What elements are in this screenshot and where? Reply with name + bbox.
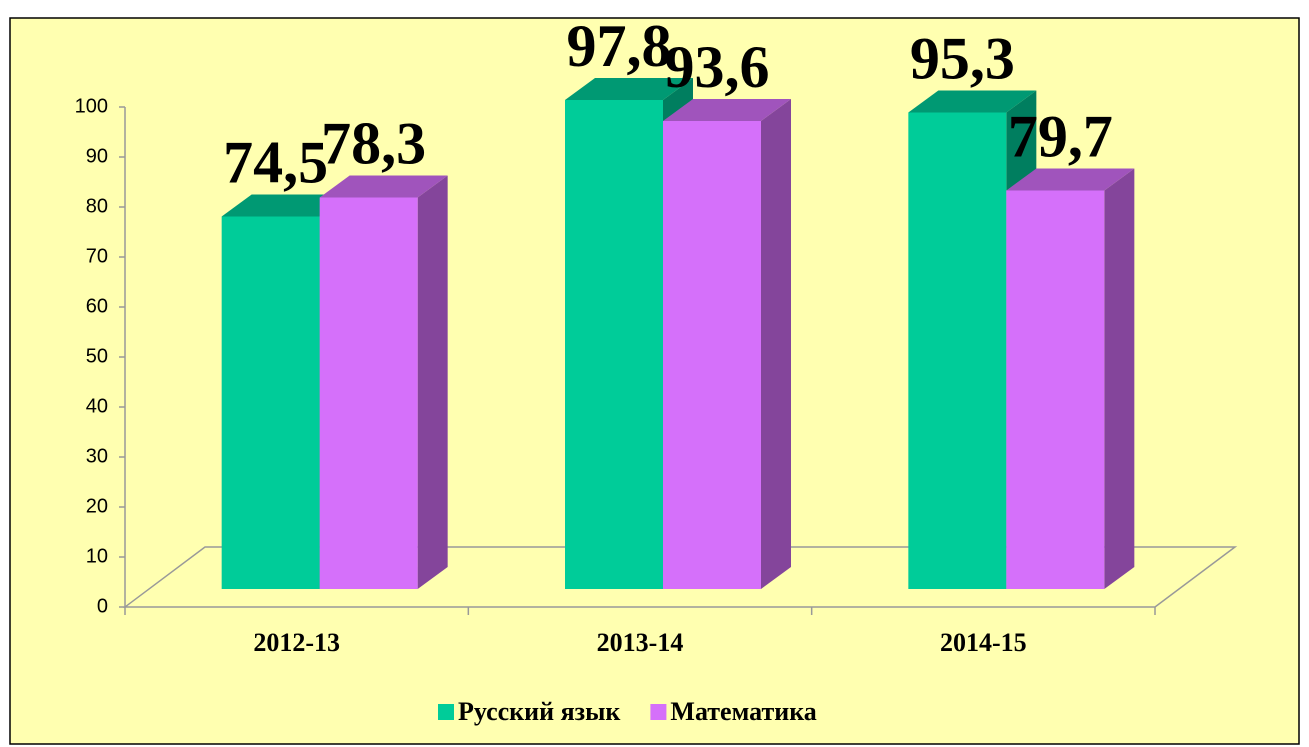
bar-top xyxy=(319,175,448,198)
legend-label: Русский язык xyxy=(458,697,620,726)
y-tick-label: 40 xyxy=(86,395,108,417)
y-tick-label: 60 xyxy=(86,295,108,317)
x-tick-label: 2012-13 xyxy=(253,628,340,657)
y-tick-label: 100 xyxy=(75,95,108,117)
bar xyxy=(565,100,663,589)
data-label: 93,6 xyxy=(665,34,770,100)
legend-label: Математика xyxy=(670,697,816,726)
y-tick-label: 70 xyxy=(86,245,108,267)
data-label: 79,7 xyxy=(1008,103,1113,169)
x-tick-label: 2013-14 xyxy=(597,628,684,657)
bar xyxy=(1006,190,1105,589)
bar-side xyxy=(417,175,448,589)
bar xyxy=(908,112,1007,589)
bar-top xyxy=(908,90,1037,113)
bar-top xyxy=(663,99,791,121)
y-tick-label: 0 xyxy=(97,595,108,617)
y-tick-label: 10 xyxy=(86,545,108,567)
legend-swatch xyxy=(438,704,454,720)
data-label: 74,5 xyxy=(223,129,328,195)
data-label: 97,8 xyxy=(567,13,672,79)
bar-top xyxy=(1006,168,1135,191)
y-tick-label: 90 xyxy=(86,145,108,167)
bar-side xyxy=(1104,168,1135,589)
y-tick-label: 80 xyxy=(86,195,108,217)
legend-swatch xyxy=(650,704,667,720)
bar-side xyxy=(761,99,791,589)
bar xyxy=(319,197,418,589)
bar-top xyxy=(221,194,350,217)
x-tick-label: 2014-15 xyxy=(940,628,1027,657)
data-label: 78,3 xyxy=(321,110,426,176)
bar-top xyxy=(565,78,693,100)
y-tick-label: 30 xyxy=(86,445,108,467)
bar xyxy=(221,216,320,589)
y-tick-label: 50 xyxy=(86,345,108,367)
data-label: 95,3 xyxy=(910,25,1015,91)
y-tick-label: 20 xyxy=(86,495,108,517)
bar xyxy=(663,121,761,589)
